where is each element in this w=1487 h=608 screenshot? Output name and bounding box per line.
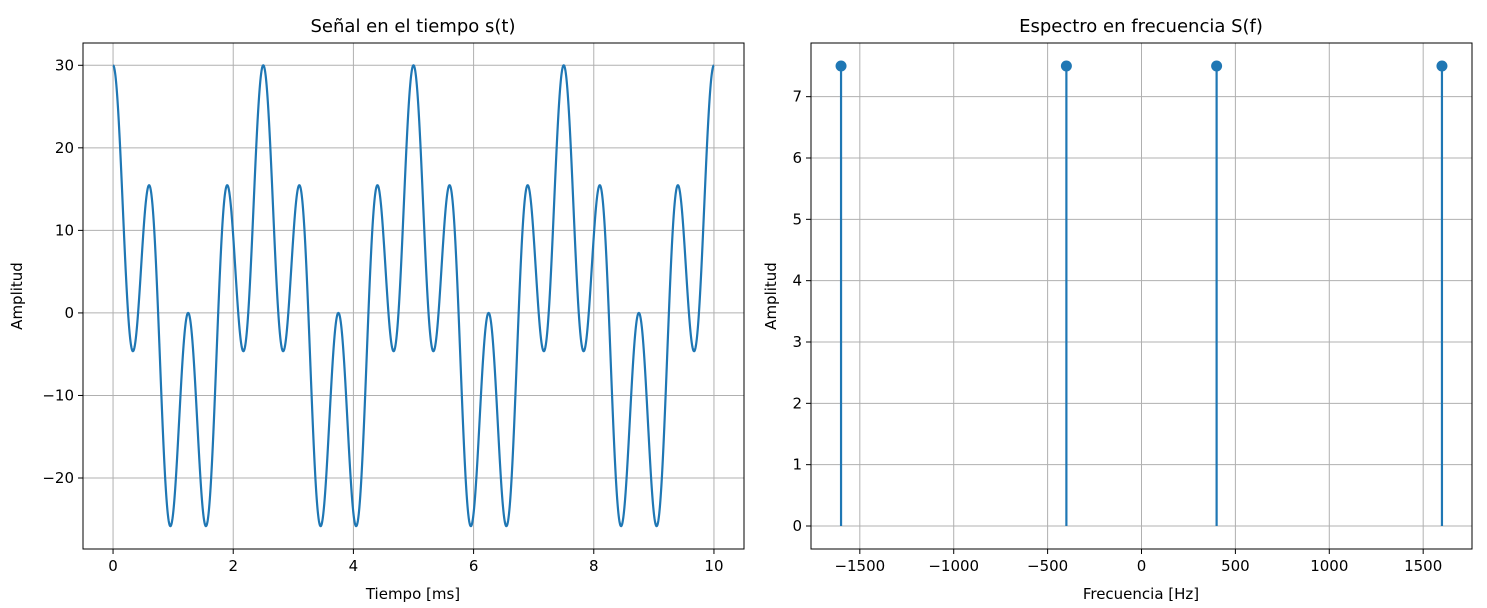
- stem-marker: [835, 60, 847, 72]
- x-tick-label: 10: [704, 557, 723, 575]
- x-tick-label: 0: [1137, 557, 1147, 575]
- y-tick-label: −10: [42, 386, 74, 404]
- spectrum-plot-ylabel: Amplitud: [762, 262, 780, 330]
- time-plot-frame: [82, 42, 745, 550]
- y-tick-label: 0: [792, 517, 802, 535]
- spectrum-plot: Espectro en frecuencia S(f) Frecuencia […: [762, 16, 1473, 603]
- y-tick-label: 30: [55, 56, 74, 74]
- spectrum-plot-xlabel: Frecuencia [Hz]: [1083, 585, 1199, 603]
- spectrum-plot-data: [835, 60, 1448, 526]
- y-tick-label: 5: [792, 210, 802, 228]
- x-tick-label: 2: [228, 557, 238, 575]
- x-tick-label: −1500: [834, 557, 885, 575]
- y-tick-label: 4: [792, 272, 802, 290]
- x-tick-label: 1000: [1310, 557, 1348, 575]
- time-plot-xlabel: Tiempo [ms]: [365, 585, 460, 603]
- x-tick-label: 500: [1221, 557, 1250, 575]
- signal-line: [112, 64, 715, 528]
- y-tick-label: 20: [55, 139, 74, 157]
- y-tick-label: 1: [792, 456, 802, 474]
- x-tick-label: −1000: [928, 557, 979, 575]
- spectrum-plot-ticks: −1500 −1000 −500 0 500 1000 1500 0 1 2 3 4 5 6 7: [792, 88, 1442, 575]
- time-plot-grid: [83, 43, 744, 549]
- y-tick-label: 3: [792, 333, 802, 351]
- time-plot-data: [112, 64, 715, 528]
- x-tick-label: −500: [1027, 557, 1068, 575]
- stem-marker: [1211, 60, 1223, 72]
- x-tick-label: 6: [469, 557, 479, 575]
- y-tick-label: 7: [792, 88, 802, 106]
- stem-marker: [1436, 60, 1448, 72]
- y-tick-label: 2: [792, 394, 802, 412]
- time-signal-plot: Señal en el tiempo s(t) Tiempo [ms] Ampl…: [8, 16, 745, 603]
- x-tick-label: 0: [108, 557, 118, 575]
- x-tick-label: 4: [349, 557, 359, 575]
- y-tick-label: 0: [64, 304, 74, 322]
- y-tick-label: 6: [792, 149, 802, 167]
- x-tick-label: 8: [589, 557, 599, 575]
- stem-marker: [1060, 60, 1072, 72]
- spectrum-plot-frame: [810, 42, 1473, 550]
- time-plot-ylabel: Amplitud: [8, 262, 26, 330]
- spectrum-plot-grid: [811, 43, 1472, 549]
- x-tick-label: 1500: [1404, 557, 1442, 575]
- spectrum-plot-title: Espectro en frecuencia S(f): [1019, 16, 1263, 37]
- y-tick-label: 10: [55, 221, 74, 239]
- time-plot-title: Señal en el tiempo s(t): [311, 16, 516, 37]
- time-plot-ticks: 0 2 4 6 8 10 −20 −10 0 10 20 30: [42, 56, 723, 575]
- y-tick-label: −20: [42, 469, 74, 487]
